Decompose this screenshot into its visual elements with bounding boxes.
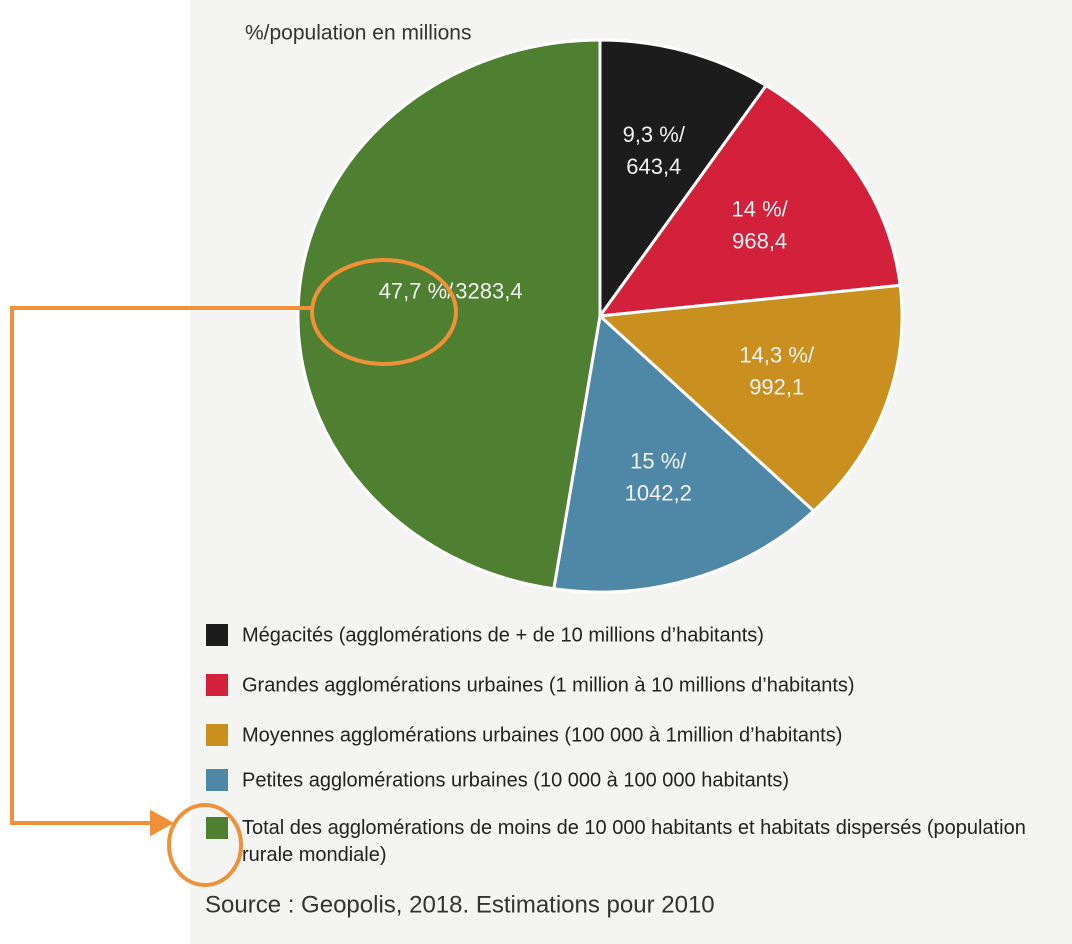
legend-swatch bbox=[206, 769, 228, 791]
legend-label-line: Total des agglomérations de moins de 10 … bbox=[242, 817, 1026, 839]
slice-label: 14 %/ bbox=[732, 196, 789, 221]
legend-swatch bbox=[206, 624, 228, 646]
chart-title: %/population en millions bbox=[245, 22, 471, 45]
slice bbox=[552, 313, 816, 594]
connector bbox=[10, 306, 312, 825]
arrow-head bbox=[150, 809, 175, 837]
legend-label: Moyennes agglomérations urbaines (100 00… bbox=[242, 724, 842, 746]
legend-label-line: rurale mondiale) bbox=[242, 844, 387, 866]
slice-label: 9,3 %/ bbox=[623, 122, 686, 147]
pie bbox=[296, 38, 904, 594]
highlight-circle bbox=[167, 803, 243, 887]
legend-label: Petites agglomérations urbaines (10 000 … bbox=[242, 769, 789, 791]
legend-label: Mégacités (agglomérations de + de 10 mil… bbox=[242, 624, 764, 646]
slice bbox=[598, 38, 769, 321]
slice-population-label: 968,4 bbox=[732, 228, 787, 253]
legend-swatch bbox=[206, 674, 228, 696]
legend: Mégacités (agglomérations de + de 10 mil… bbox=[206, 624, 1026, 866]
slice-population-label: 992,1 bbox=[749, 374, 804, 399]
legend-label: Total des agglomérations de moins de 10 … bbox=[242, 817, 1026, 866]
legend-swatch bbox=[206, 817, 228, 839]
legend-label: Grandes agglomérations urbaines (1 milli… bbox=[242, 674, 855, 696]
slice-label: 14,3 %/ bbox=[739, 342, 814, 367]
slice-labels: 9,3 %/ 643,4 14 %/ 968,4 14,3 %/ 992,1 15 %/ 10… bbox=[379, 122, 815, 506]
slice-population-label: 3283,4 bbox=[455, 279, 522, 304]
annotation bbox=[10, 258, 458, 887]
slice bbox=[596, 83, 902, 318]
slice bbox=[596, 283, 904, 514]
slice-population-label: 1042,2 bbox=[625, 480, 692, 505]
slice-label: 15 %/ bbox=[630, 448, 687, 473]
source: Source : Geopolis, 2018. Estimations pou… bbox=[205, 891, 715, 918]
slice-population-label: 643,4 bbox=[626, 154, 681, 179]
slice bbox=[296, 38, 602, 591]
legend-swatch bbox=[206, 724, 228, 746]
highlight-circle bbox=[310, 258, 458, 366]
